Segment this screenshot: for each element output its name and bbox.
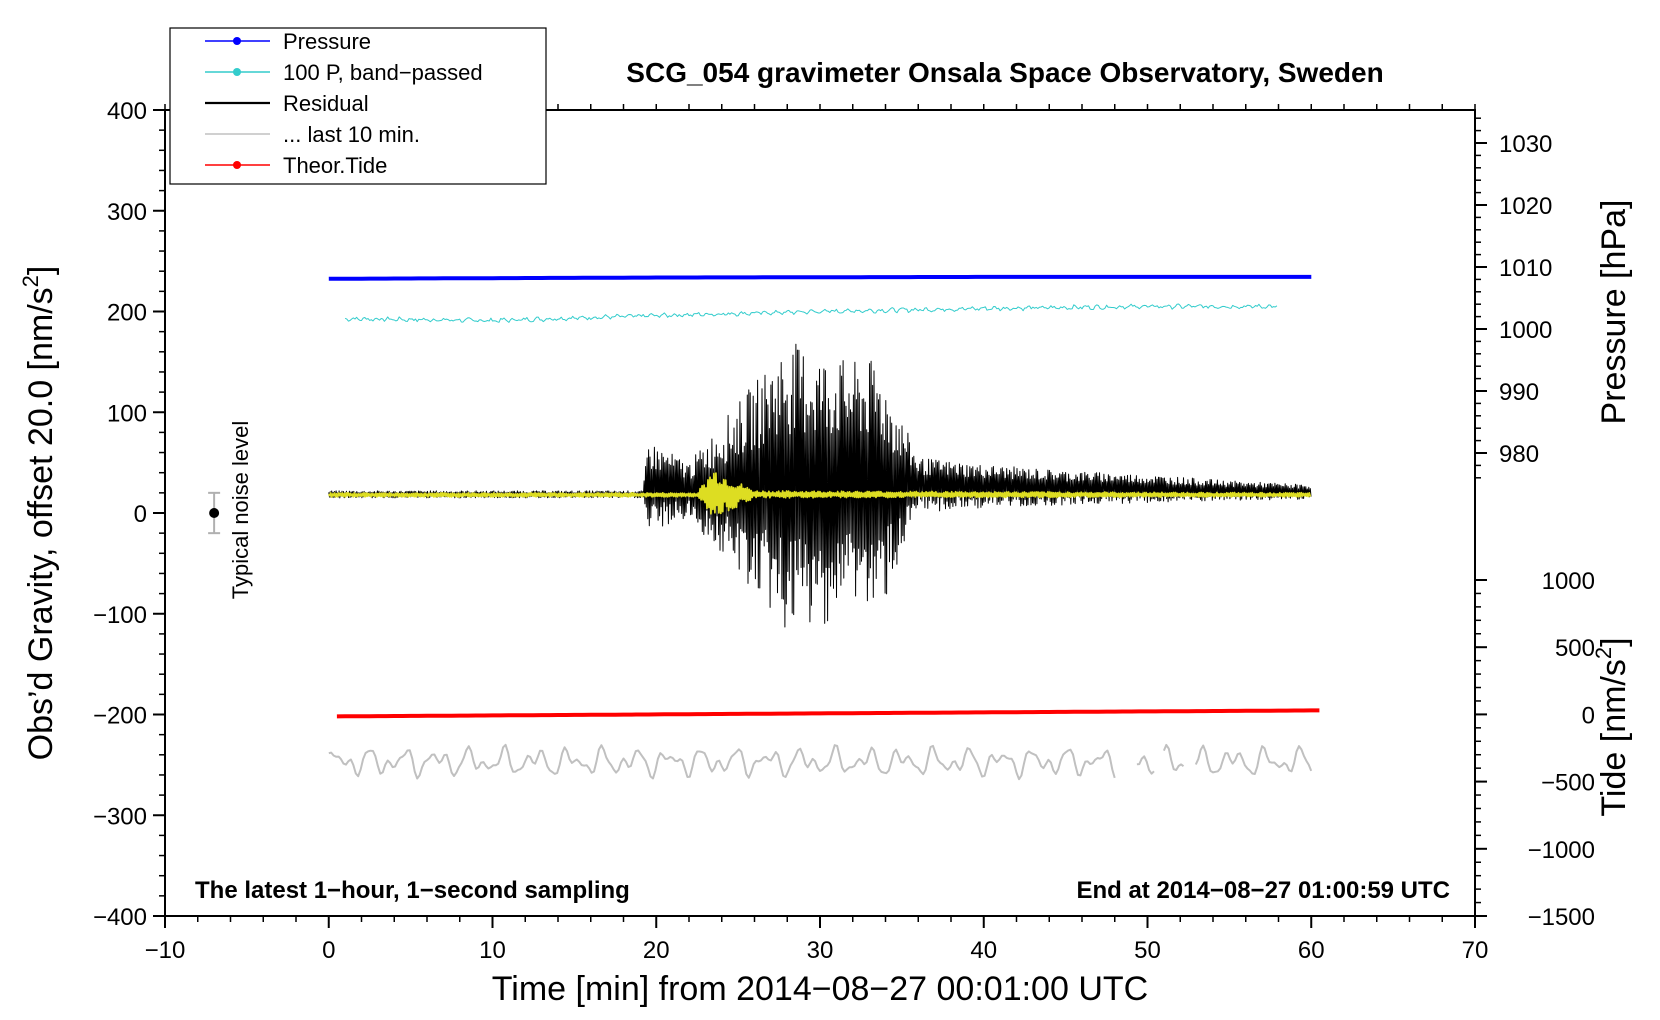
x-tick-label: 60	[1298, 937, 1325, 964]
pressure-tick-label: 1020	[1499, 193, 1552, 220]
series-theor-tide	[336, 708, 1320, 719]
legend-label: Pressure	[283, 29, 371, 54]
chart-title: SCG_054 gravimeter Onsala Space Observat…	[626, 57, 1383, 88]
legend-marker	[233, 161, 241, 169]
y-axis-label-tide: Tide [nm/s2]	[1591, 637, 1633, 816]
y-axis-label-tide-text: Tide [nm/s	[1595, 659, 1633, 816]
x-tick-label: −10	[145, 937, 186, 964]
legend-box	[169, 27, 547, 185]
pressure-tick-label: 1010	[1499, 255, 1552, 282]
series-residual	[328, 343, 1312, 628]
series-pressure	[328, 274, 1312, 281]
y-tick-label: −300	[93, 803, 147, 830]
tide-tick-label: 500	[1555, 635, 1595, 662]
y-tick-label: 0	[134, 501, 147, 528]
tide-tick-label: 1000	[1542, 568, 1595, 595]
legend-marker	[233, 37, 241, 45]
y-axis-label-gravity-sup: 2	[18, 275, 43, 287]
pressure-tick-label: 990	[1499, 379, 1539, 406]
legend-label: Residual	[283, 91, 369, 116]
tide-tick-label: −1500	[1528, 904, 1595, 931]
y-tick-label: 300	[107, 199, 147, 226]
y-axis-tide: 1000 500 0 −500 −1000 −1500	[1475, 568, 1595, 931]
series--last-10-min	[328, 743, 1313, 781]
y-tick-label: −100	[93, 602, 147, 629]
y-axis-gravity: 400 300 200 100 0 −100 −200 −300 −400	[93, 98, 165, 931]
legend-label: ... last 10 min.	[283, 122, 420, 147]
y-tick-label: 400	[107, 98, 147, 125]
legend-label: 100 P, band−passed	[283, 60, 483, 85]
tide-tick-label: −1000	[1528, 837, 1595, 864]
legend-label: Theor.Tide	[283, 153, 387, 178]
y-axis-pressure: 1030 1020 1010 1000 990 980	[1475, 117, 1552, 479]
y-axis-label-tide-close: ]	[1595, 637, 1633, 646]
noise-bar	[208, 491, 221, 535]
y-tick-label: −200	[93, 703, 147, 730]
pressure-tick-label: 1000	[1499, 317, 1552, 344]
series-100-p-band-passed	[344, 303, 1278, 323]
noise-bar-dot	[209, 508, 220, 518]
x-tick-label: 10	[479, 937, 506, 964]
noise-label: Typical noise level	[228, 421, 253, 600]
y-axis-label-gravity: Obs’d Gravity, offset 20.0 [nm/s2]	[18, 266, 60, 761]
pressure-tick-label: 1030	[1499, 131, 1552, 158]
x-tick-label: 20	[643, 937, 670, 964]
y-axis-label-gravity-close: ]	[22, 266, 60, 275]
series-100-p-band-passed-overlay	[328, 472, 1312, 515]
y-tick-label: 100	[107, 400, 147, 427]
x-tick-label: 70	[1462, 937, 1489, 964]
tide-tick-label: −500	[1541, 770, 1595, 797]
x-axis-label: Time [min] from 2014−08−27 00:01:00 UTC	[492, 970, 1148, 1008]
x-tick-label: 30	[807, 937, 834, 964]
y-axis-label-pressure: Pressure [hPa]	[1595, 200, 1633, 425]
x-tick-label: 40	[970, 937, 997, 964]
x-axis: −10 0 10 20 30 40 50 60 70	[145, 104, 1489, 964]
annotation-end-time: End at 2014−08−27 01:00:59 UTC	[1076, 877, 1450, 904]
legend: Pressure 100 P, band−passed Residual ... la…	[169, 27, 547, 185]
y-axis-label-tide-sup: 2	[1591, 647, 1616, 659]
tide-tick-label: 0	[1582, 702, 1595, 729]
pressure-tick-label: 980	[1499, 441, 1539, 468]
annotation-sampling: The latest 1−hour, 1−second sampling	[195, 877, 630, 904]
x-tick-label: 0	[322, 937, 335, 964]
y-tick-label: 200	[107, 300, 147, 327]
y-axis-label-gravity-text: Obs’d Gravity, offset 20.0 [nm/s	[22, 287, 60, 760]
x-tick-label: 50	[1134, 937, 1161, 964]
legend-marker	[233, 68, 241, 76]
y-tick-label: −400	[93, 904, 147, 931]
